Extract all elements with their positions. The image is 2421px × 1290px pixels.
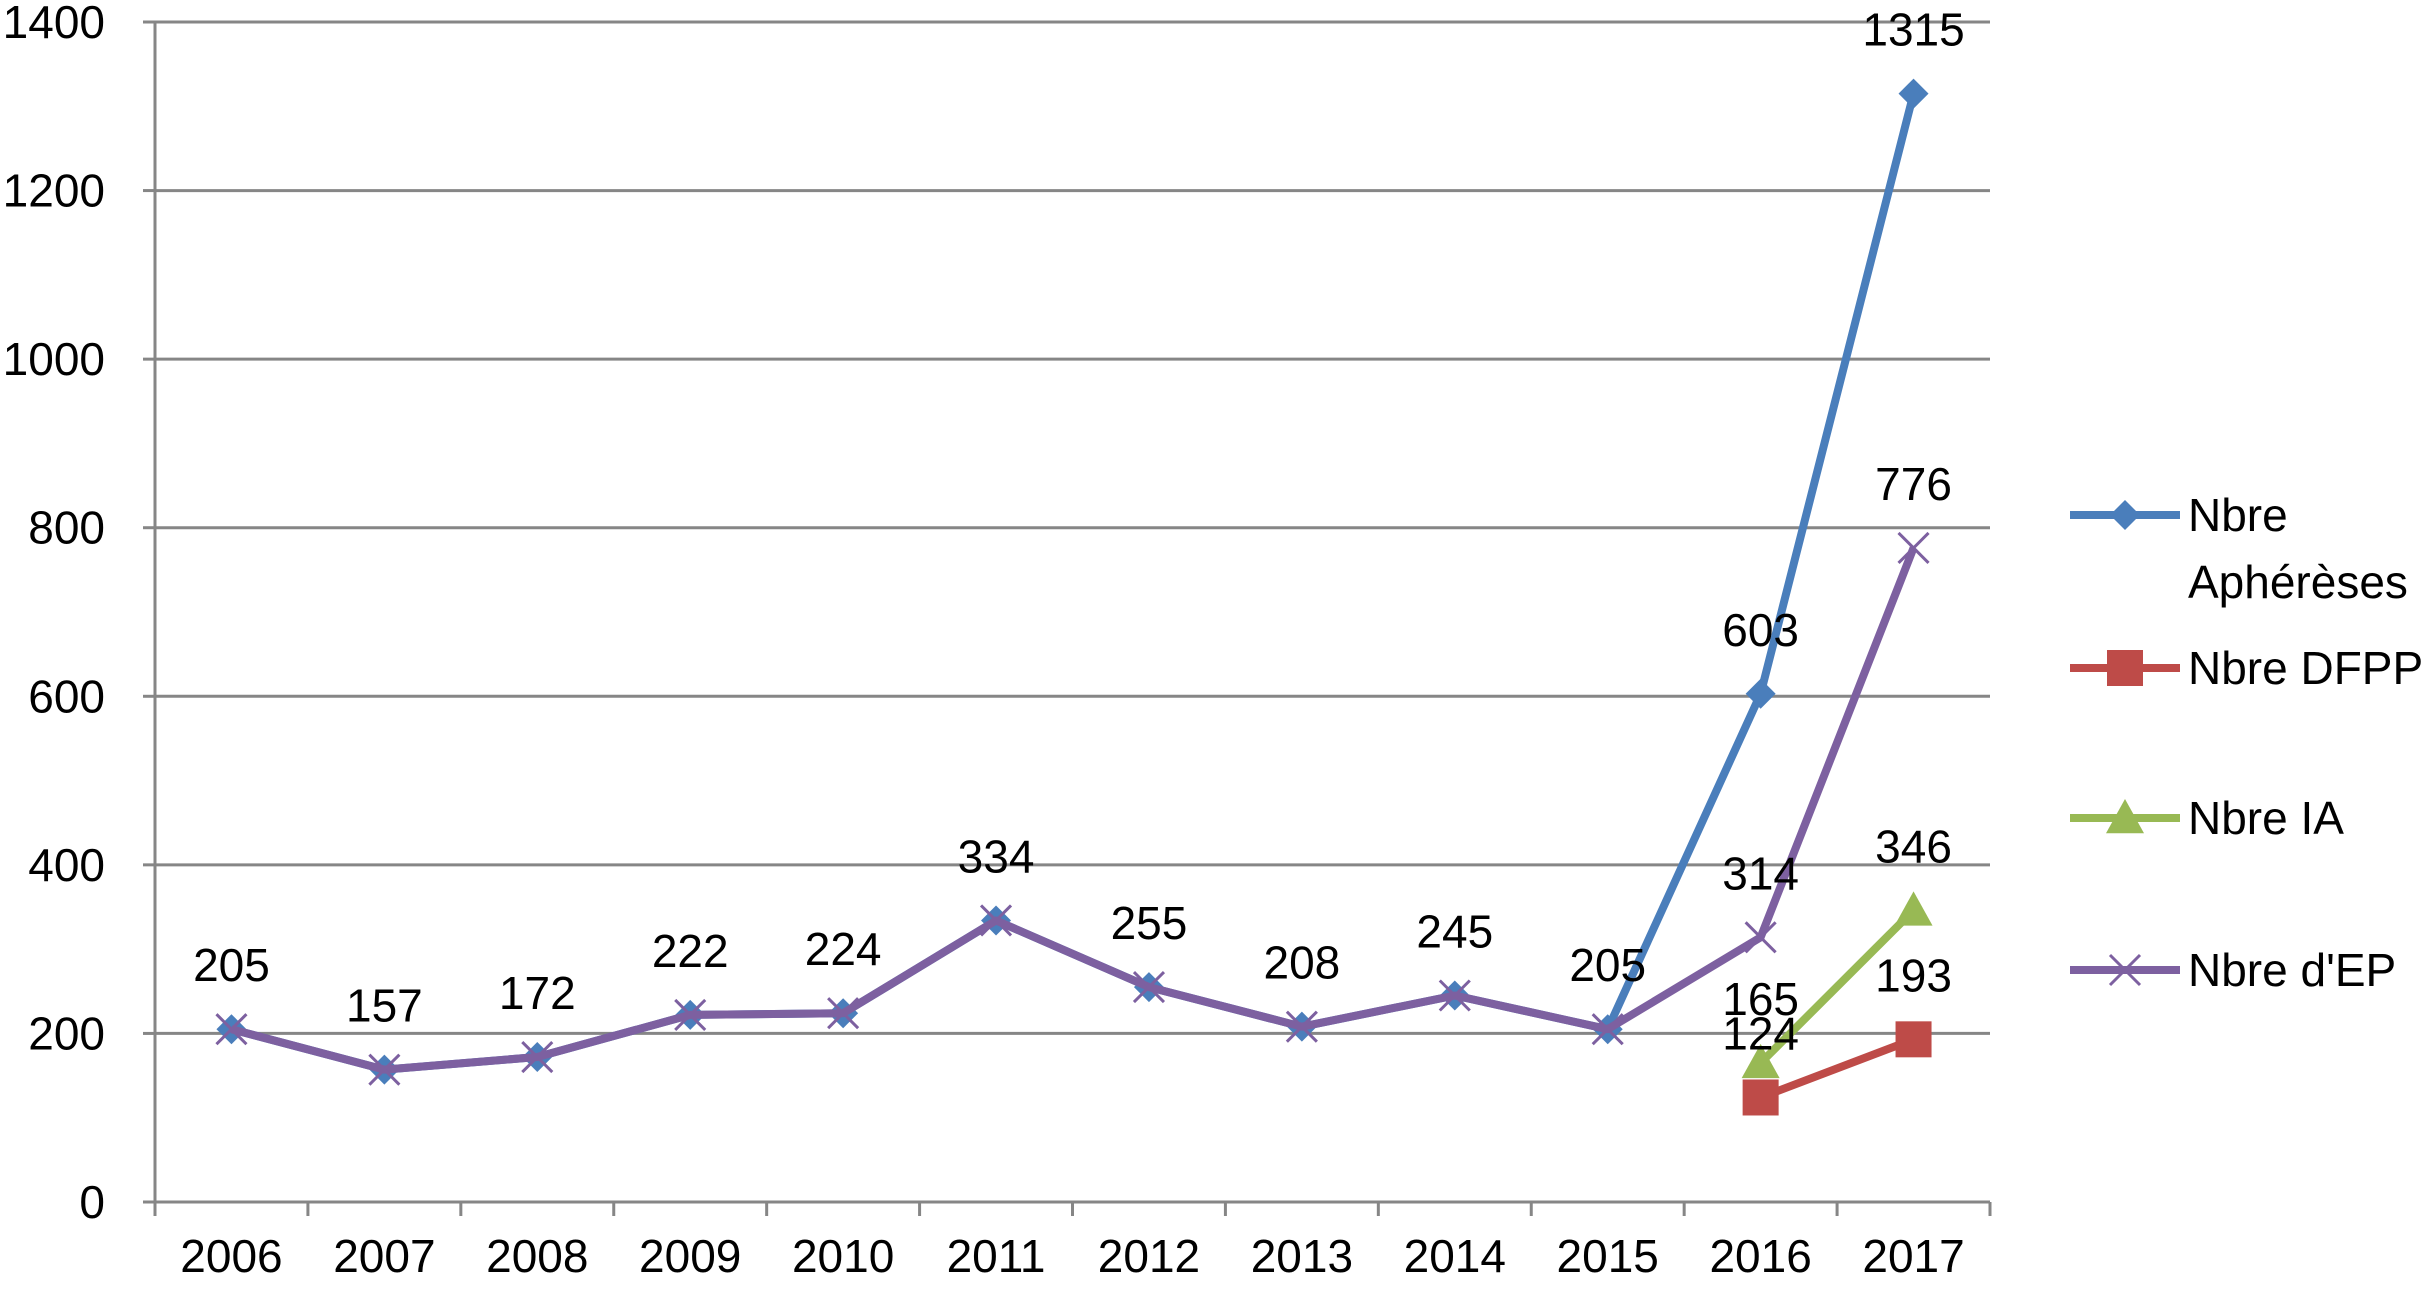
- triangle-marker: [1741, 1043, 1780, 1079]
- x-marker-stroke: [368, 1053, 401, 1086]
- x-marker-stroke: [674, 998, 707, 1031]
- legend-item: Nbre DFPP: [2070, 642, 2421, 694]
- series-line: [1757, 907, 1917, 1066]
- x-tick-label: 2008: [486, 1230, 588, 1282]
- x-tick-label: 2012: [1098, 1230, 1200, 1282]
- data-label: 314: [1722, 847, 1799, 899]
- x-tick-label: 2014: [1404, 1230, 1506, 1282]
- x-tick-label: 2015: [1557, 1230, 1659, 1282]
- series-nbre-dfpp: [1742, 1021, 1932, 1116]
- y-tick-label: 0: [79, 1176, 105, 1228]
- square-marker: [1895, 1021, 1932, 1058]
- square-marker: [1742, 1079, 1779, 1116]
- legend-label: Nbre d'EP: [2188, 944, 2396, 996]
- data-label: 776: [1875, 458, 1952, 510]
- legend-label: Nbre: [2188, 489, 2288, 541]
- legend-item: Nbre d'EP: [2070, 944, 2396, 996]
- series-nbre-d-ep: [215, 531, 1930, 1086]
- x-marker-stroke: [1132, 971, 1166, 1004]
- y-tick-label: 400: [28, 839, 105, 891]
- series-nbre-ia: [1741, 891, 1933, 1079]
- x-marker-stroke: [1897, 531, 1930, 565]
- legend-label: Nbre DFPP: [2188, 642, 2421, 694]
- x-tick-label: 2009: [639, 1230, 741, 1282]
- legend-item: Nbre IA: [2070, 792, 2344, 844]
- diamond-marker: [1898, 78, 1929, 109]
- x-marker-stroke: [1744, 921, 1777, 954]
- x-tick-label: 2011: [947, 1230, 1046, 1282]
- y-tick-label: 200: [28, 1007, 105, 1059]
- x-tick-label: 2010: [792, 1230, 894, 1282]
- series-lines: [215, 78, 1933, 1116]
- square-marker: [2107, 650, 2143, 686]
- x-tick-label: 2006: [180, 1230, 282, 1282]
- data-label: 1315: [1862, 4, 1964, 56]
- x-marker-stroke: [979, 904, 1013, 937]
- series-line: [230, 92, 1918, 1074]
- x-marker-stroke: [1438, 979, 1471, 1012]
- y-tick-label: 600: [28, 670, 105, 722]
- y-tick-label: 1200: [3, 165, 105, 217]
- x-tick-label: 2007: [333, 1230, 435, 1282]
- data-label: 157: [346, 980, 423, 1032]
- gridlines: [155, 20, 1990, 1035]
- data-label: 346: [1875, 820, 1952, 872]
- x-marker-stroke: [521, 1040, 554, 1074]
- y-tick-label: 800: [28, 502, 105, 554]
- legend-label: Aphérèses: [2188, 556, 2408, 608]
- series-line: [1759, 1035, 1915, 1102]
- data-label: 245: [1416, 906, 1493, 958]
- x-tick-label: 2016: [1709, 1230, 1811, 1282]
- diamond-marker: [2110, 500, 2140, 530]
- legend-label: Nbre IA: [2188, 792, 2344, 844]
- x-marker-stroke: [1285, 1010, 1318, 1043]
- data-label: 222: [652, 925, 729, 977]
- legend: Nbre Aphérèses Nbre DFPP Nbre IA Nbre d'EP: [2070, 489, 2421, 996]
- series-line: [230, 546, 1918, 1074]
- x-marker-stroke: [2108, 953, 2142, 987]
- data-label: 208: [1264, 937, 1341, 989]
- data-label: 172: [499, 967, 576, 1019]
- triangle-marker: [2106, 799, 2144, 834]
- triangle-marker: [1894, 891, 1933, 926]
- data-label: 334: [958, 830, 1035, 882]
- x-marker-stroke: [215, 1013, 248, 1046]
- x-marker-stroke: [1591, 1013, 1624, 1046]
- data-label: 224: [805, 923, 882, 975]
- legend-item: Nbre Aphérèses: [2070, 489, 2408, 608]
- data-label: 205: [193, 939, 270, 991]
- data-label: 193: [1875, 949, 1952, 1001]
- axes: 0 200 400 600 800 1000 1200 1400 2006 2007 2008 200…: [3, 0, 1992, 1282]
- data-labels: 205 157 172 222 224 334 255 208 245 205 603 1315 124…: [193, 4, 1965, 1060]
- y-tick-label: 1400: [3, 0, 105, 48]
- x-tick-label: 2013: [1251, 1230, 1353, 1282]
- data-label: 124: [1722, 1007, 1799, 1059]
- x-marker-stroke: [827, 997, 860, 1030]
- y-tick-label: 1000: [3, 333, 105, 385]
- data-label: 255: [1111, 897, 1188, 949]
- data-label: 603: [1722, 604, 1799, 656]
- x-tick-label: 2017: [1862, 1230, 1964, 1282]
- data-label: 165: [1722, 973, 1799, 1025]
- data-label: 205: [1569, 939, 1646, 991]
- diamond-marker: [1745, 678, 1776, 709]
- series-nbre-aph-r-ses: [216, 78, 1929, 1085]
